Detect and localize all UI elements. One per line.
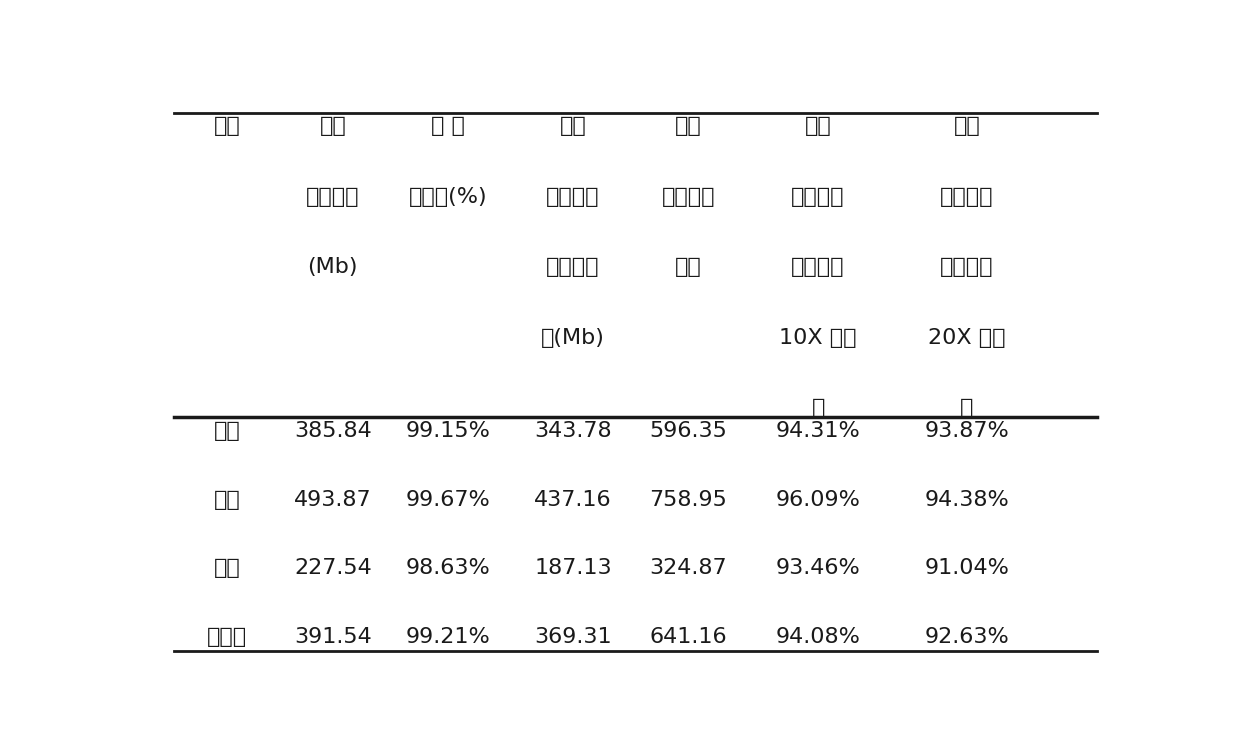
Text: 92.63%: 92.63% (925, 626, 1009, 647)
Text: 96.09%: 96.09% (776, 490, 861, 510)
Text: 深度: 深度 (675, 257, 702, 277)
Text: 目标: 目标 (805, 116, 832, 136)
Text: 类别: 类别 (213, 116, 241, 136)
Text: 98.63%: 98.63% (405, 558, 491, 578)
Text: 437.16: 437.16 (534, 490, 611, 510)
Text: 391.54: 391.54 (294, 626, 372, 647)
Text: 10X 的比: 10X 的比 (779, 327, 857, 348)
Text: 深度大于: 深度大于 (791, 257, 844, 277)
Text: 最大: 最大 (213, 490, 241, 510)
Text: 20X 的比: 20X 的比 (929, 327, 1006, 348)
Text: 91.04%: 91.04% (925, 558, 1009, 578)
Text: 758.95: 758.95 (650, 490, 728, 510)
Text: 区域有效: 区域有效 (547, 186, 600, 207)
Text: 187.13: 187.13 (534, 558, 611, 578)
Text: 99.67%: 99.67% (405, 490, 491, 510)
Text: 324.87: 324.87 (650, 558, 727, 578)
Text: 目标: 目标 (559, 116, 587, 136)
Text: 例: 例 (960, 398, 973, 418)
Text: 测序数据: 测序数据 (306, 186, 360, 207)
Text: 中位数: 中位数 (207, 626, 247, 647)
Text: 测序数据: 测序数据 (547, 257, 600, 277)
Text: 99.15%: 99.15% (405, 421, 491, 442)
Text: 93.46%: 93.46% (776, 558, 861, 578)
Text: 94.38%: 94.38% (925, 490, 1009, 510)
Text: (Mb): (Mb) (308, 257, 358, 277)
Text: 目标: 目标 (954, 116, 981, 136)
Text: 227.54: 227.54 (294, 558, 372, 578)
Text: 区域测序: 区域测序 (662, 186, 715, 207)
Text: 平均: 平均 (213, 421, 241, 442)
Text: 94.08%: 94.08% (776, 626, 861, 647)
Text: 641.16: 641.16 (650, 626, 727, 647)
Text: 目标: 目标 (675, 116, 702, 136)
Text: 干净: 干净 (320, 116, 346, 136)
Text: 最小: 最小 (213, 558, 241, 578)
Text: 百分比(%): 百分比(%) (409, 186, 487, 207)
Text: 343.78: 343.78 (534, 421, 611, 442)
Text: 量(Mb): 量(Mb) (541, 327, 605, 348)
Text: 深度大于: 深度大于 (940, 257, 993, 277)
Text: 比 对: 比 对 (432, 116, 465, 136)
Text: 99.21%: 99.21% (405, 626, 491, 647)
Text: 596.35: 596.35 (650, 421, 728, 442)
Text: 94.31%: 94.31% (776, 421, 861, 442)
Text: 93.87%: 93.87% (925, 421, 1009, 442)
Text: 区域测序: 区域测序 (940, 186, 993, 207)
Text: 493.87: 493.87 (294, 490, 372, 510)
Text: 385.84: 385.84 (294, 421, 372, 442)
Text: 区域测序: 区域测序 (791, 186, 844, 207)
Text: 369.31: 369.31 (534, 626, 611, 647)
Text: 例: 例 (811, 398, 825, 418)
